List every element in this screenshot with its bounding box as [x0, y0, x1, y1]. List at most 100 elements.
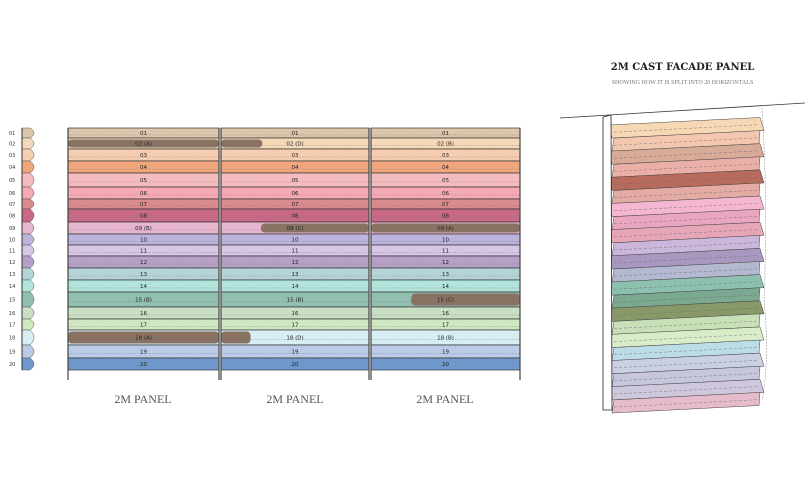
cast-dashed-line: [613, 124, 759, 133]
strip-label-20: 20: [292, 362, 299, 368]
profile-strip-15: [21, 291, 35, 308]
strip-label-05: 05: [442, 178, 449, 184]
strip-label-12: 12: [442, 260, 449, 266]
strip-label-09: 09 (A): [437, 226, 454, 232]
panel-label-1: 2M PANEL: [114, 392, 172, 406]
panel-1: 01 02 (A) 03 04 05 06 07 08 09 (B) 10 11 12 13 14 15 (…: [67, 127, 220, 380]
strip-label-05: 05: [140, 178, 147, 184]
cast-dashed-line: [613, 242, 759, 251]
strip-label-02: 02 (D): [286, 142, 303, 148]
cast-dashed-line: [613, 360, 759, 369]
profile-label-12: 12: [9, 260, 15, 266]
profile-label-14: 14: [9, 284, 15, 290]
strip-label-16: 16: [442, 311, 449, 317]
cast-dashed-line: [613, 373, 759, 382]
strip-label-11: 11: [292, 249, 299, 255]
cast-panel-side: [602, 114, 613, 411]
profile-label-18: 18: [9, 336, 15, 342]
strip-label-09: 09 (B): [135, 226, 152, 232]
profile-section: 01 02 03 04 05 06 07 08 09 10 11 12 13 14 15 16 17 18 19 20: [9, 127, 35, 371]
profile-label-03: 03: [9, 153, 15, 159]
strip-insert-18: [221, 331, 251, 344]
strip-label-12: 12: [292, 260, 299, 266]
profile-strip-14: [21, 279, 35, 293]
strip-label-01: 01: [140, 131, 147, 137]
strip-label-08: 08: [292, 214, 299, 220]
profile-strip-20: [21, 357, 35, 371]
cast-dashed-line: [613, 189, 759, 198]
strip-label-03: 03: [442, 153, 449, 159]
profile-strip-03: [21, 148, 35, 162]
strip-label-19: 19: [442, 350, 449, 356]
strip-label-13: 13: [292, 272, 299, 278]
panel-label-2: 2M PANEL: [266, 392, 324, 406]
strip-label-15: 15 (B): [135, 298, 152, 304]
strip-insert-09: [371, 223, 520, 233]
strip-label-05: 05: [292, 178, 299, 184]
profile-strip-09: [21, 221, 35, 235]
strip-insert-18: [68, 331, 219, 344]
panel-2: 01 02 (D) 03 04 05 06 07 08 09 (C) 10 11 12 13 14 15 (…: [220, 127, 370, 380]
strip-insert-09: [260, 223, 369, 233]
strip-label-04: 04: [442, 165, 449, 171]
profile-strip-13: [21, 267, 35, 281]
strip-label-06: 06: [442, 191, 449, 197]
profile-strip-12: [21, 255, 35, 269]
cast-dashed-line: [613, 386, 759, 395]
cast-dashed-line: [613, 203, 759, 211]
profile-strip-06: [21, 186, 35, 200]
profile-label-07: 07: [9, 202, 15, 208]
cast-dashed-line: [613, 216, 759, 225]
profile-label-09: 09: [9, 226, 15, 232]
panel-label-3: 2M PANEL: [416, 392, 474, 406]
strip-label-04: 04: [140, 165, 147, 171]
strip-label-17: 17: [140, 323, 147, 329]
profile-strip-18: [21, 329, 35, 346]
profile-label-01: 01: [9, 131, 15, 137]
strip-label-08: 08: [442, 214, 449, 220]
strip-label-17: 17: [442, 323, 449, 329]
profile-strip-17: [21, 318, 35, 331]
strip-label-20: 20: [442, 362, 449, 368]
panel-3: 01 02 (B) 03 04 05 06 07 08 09 (A) 10 11 12 13 14 15 (…: [370, 127, 521, 380]
profile-label-08: 08: [9, 214, 15, 220]
strip-label-10: 10: [292, 238, 299, 244]
strip-label-11: 11: [442, 249, 449, 255]
cast-panel: [559, 102, 805, 414]
cast-dashed-line: [613, 320, 759, 329]
strip-label-17: 17: [292, 323, 299, 329]
profile-label-11: 11: [9, 249, 15, 255]
profile-strip-11: [21, 244, 35, 257]
strip-label-07: 07: [140, 202, 147, 208]
strip-label-20: 20: [140, 362, 147, 368]
cast-panel-title: 2M CAST FACADE PANEL: [610, 62, 755, 73]
strip-label-15: 15 (B): [287, 298, 304, 304]
strip-insert-02: [68, 139, 219, 148]
profile-label-20: 20: [9, 362, 15, 368]
strip-label-08: 08: [140, 214, 147, 220]
strip-label-10: 10: [442, 238, 449, 244]
cast-dashed-line: [613, 347, 759, 355]
strip-label-02: 02 (A): [135, 142, 152, 148]
strip-label-11: 11: [140, 249, 147, 255]
strip-label-10: 10: [140, 238, 147, 244]
profile-strip-07: [21, 198, 35, 210]
strip-label-18: 18 (A): [135, 336, 152, 342]
strip-label-16: 16: [140, 311, 147, 317]
cast-panel-edge: [761, 107, 767, 401]
cast-dashed-line: [613, 137, 759, 146]
strip-label-18: 18 (B): [437, 336, 454, 342]
cast-dashed-line: [613, 281, 759, 290]
strip-label-04: 04: [292, 165, 299, 171]
cast-strip: [611, 392, 761, 414]
strip-label-13: 13: [140, 272, 147, 278]
strip-label-06: 06: [292, 191, 299, 197]
cast-dashed-line: [613, 255, 759, 264]
cast-dashed-line: [613, 333, 759, 342]
strip-label-16: 16: [292, 311, 299, 317]
strip-label-12: 12: [140, 260, 147, 266]
profile-label-16: 16: [9, 311, 15, 317]
profile-strip-08: [21, 208, 35, 223]
strip-insert-15: [411, 293, 520, 306]
